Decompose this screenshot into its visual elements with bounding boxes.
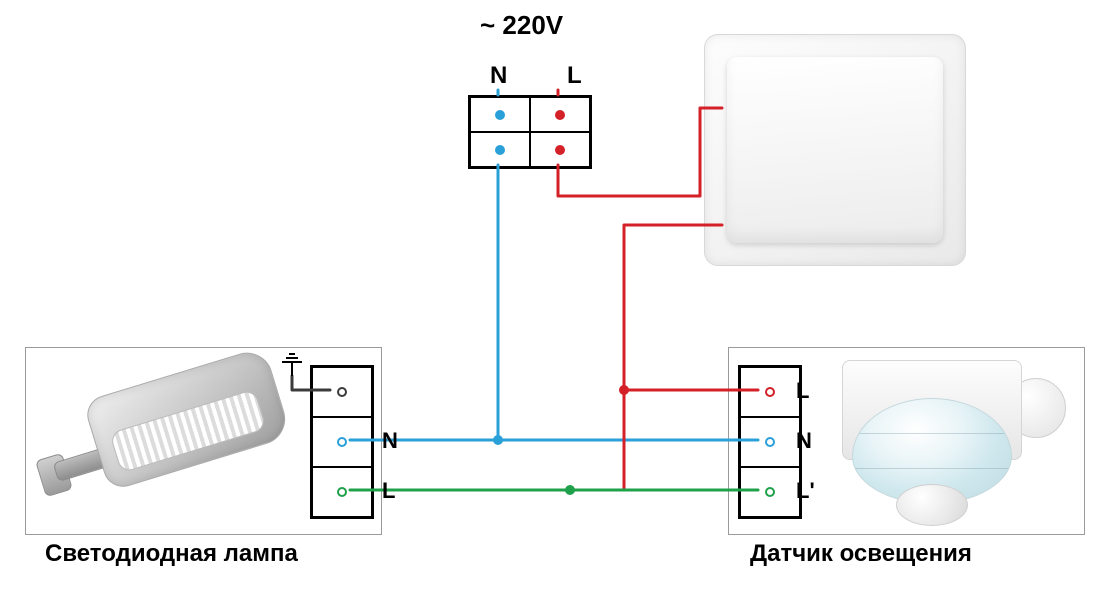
wire-junction	[619, 385, 629, 395]
wire-junction	[493, 435, 503, 445]
ground-icon	[282, 354, 302, 376]
sensor-n-label: N	[796, 428, 812, 454]
sensor-l-label: L	[796, 378, 809, 404]
wire	[624, 225, 758, 390]
wiring-diagram	[0, 0, 1108, 600]
lamp-caption: Светодиодная лампа	[45, 540, 298, 568]
voltage-label: ~ 220V	[480, 10, 563, 41]
lamp-n-label: N	[382, 428, 398, 454]
mains-n-label: N	[490, 62, 507, 90]
lamp-l-label: L	[382, 478, 395, 504]
wire	[292, 376, 330, 390]
sensor-caption: Датчик освещения	[750, 540, 972, 568]
wire	[350, 165, 498, 440]
sensor-lprime-label: L'	[796, 478, 815, 504]
wire-junction	[565, 485, 575, 495]
mains-l-label: L	[567, 62, 582, 90]
wire	[558, 108, 722, 196]
